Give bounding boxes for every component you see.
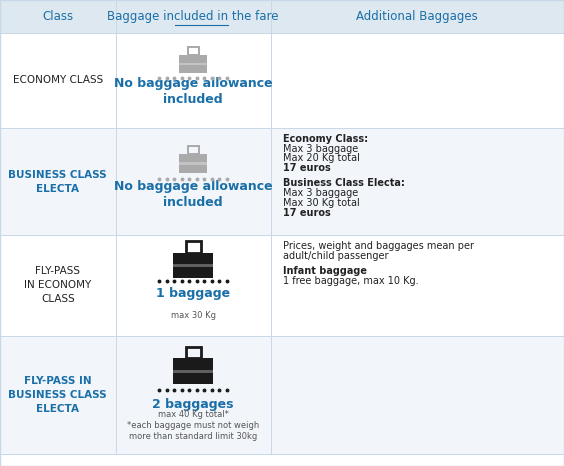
Text: Infant baggage: Infant baggage xyxy=(283,266,367,276)
Bar xyxy=(174,358,179,384)
Bar xyxy=(0,128,564,235)
Text: No baggage allowance
included: No baggage allowance included xyxy=(114,180,272,209)
Bar xyxy=(203,154,208,173)
Text: adult/child passenger: adult/child passenger xyxy=(283,251,389,260)
Text: Baggage included in the fare: Baggage included in the fare xyxy=(107,10,279,23)
Bar xyxy=(271,336,564,454)
Text: Max 30 Kg total: Max 30 Kg total xyxy=(283,198,360,208)
Bar xyxy=(174,253,179,278)
Bar xyxy=(0,33,116,128)
Bar xyxy=(179,163,208,164)
Bar xyxy=(271,128,564,235)
Text: Class: Class xyxy=(42,10,73,23)
Text: max 30 Kg: max 30 Kg xyxy=(171,311,215,320)
Bar xyxy=(174,264,213,267)
Bar xyxy=(0,336,116,454)
Bar xyxy=(174,358,213,384)
Bar xyxy=(271,235,564,336)
Bar xyxy=(0,235,564,336)
Text: 2 baggages: 2 baggages xyxy=(152,398,234,411)
Bar xyxy=(116,33,271,128)
Bar xyxy=(271,33,564,128)
Bar xyxy=(179,154,183,173)
Bar xyxy=(179,55,183,73)
Bar xyxy=(207,358,213,384)
Text: FLY-PASS IN
BUSINESS CLASS
ELECTA: FLY-PASS IN BUSINESS CLASS ELECTA xyxy=(8,376,107,414)
Bar xyxy=(116,128,271,235)
Text: Economy Class:: Economy Class: xyxy=(283,134,368,144)
Bar xyxy=(207,253,213,278)
Text: Max 20 Kg total: Max 20 Kg total xyxy=(283,153,360,163)
Text: 1 baggage: 1 baggage xyxy=(156,287,230,300)
Text: No baggage allowance
included: No baggage allowance included xyxy=(114,77,272,106)
Bar xyxy=(116,0,271,33)
Bar xyxy=(179,63,208,65)
Bar xyxy=(179,55,208,73)
Text: 17 euros: 17 euros xyxy=(283,163,331,173)
Text: Additional Baggages: Additional Baggages xyxy=(356,10,478,23)
Text: BUSINESS CLASS
ELECTA: BUSINESS CLASS ELECTA xyxy=(8,170,107,194)
Text: 17 euros: 17 euros xyxy=(283,208,331,218)
Bar xyxy=(0,128,116,235)
Bar xyxy=(188,146,199,154)
Bar xyxy=(188,47,199,55)
Bar xyxy=(271,0,564,33)
Bar xyxy=(186,241,201,253)
Bar xyxy=(186,347,201,358)
Text: Max 3 baggage: Max 3 baggage xyxy=(283,144,358,153)
Text: Business Class Electa:: Business Class Electa: xyxy=(283,178,405,188)
Bar xyxy=(203,55,208,73)
Text: 1 free baggage, max 10 Kg.: 1 free baggage, max 10 Kg. xyxy=(283,276,418,286)
Text: ECONOMY CLASS: ECONOMY CLASS xyxy=(12,75,103,85)
Text: max 40 Kg total*
*each baggage must not weigh
more than standard limit 30kg: max 40 Kg total* *each baggage must not … xyxy=(127,410,259,441)
Bar xyxy=(0,336,564,454)
Bar xyxy=(0,33,564,128)
Bar xyxy=(116,235,271,336)
Text: FLY-PASS
IN ECONOMY
CLASS: FLY-PASS IN ECONOMY CLASS xyxy=(24,267,91,304)
Bar xyxy=(179,154,208,173)
Bar xyxy=(174,370,213,373)
Bar xyxy=(0,0,116,33)
Bar xyxy=(0,235,116,336)
Bar xyxy=(174,253,213,278)
Text: Max 3 baggage: Max 3 baggage xyxy=(283,188,358,198)
Bar xyxy=(116,336,271,454)
Text: Prices, weight and baggages mean per: Prices, weight and baggages mean per xyxy=(283,241,474,251)
